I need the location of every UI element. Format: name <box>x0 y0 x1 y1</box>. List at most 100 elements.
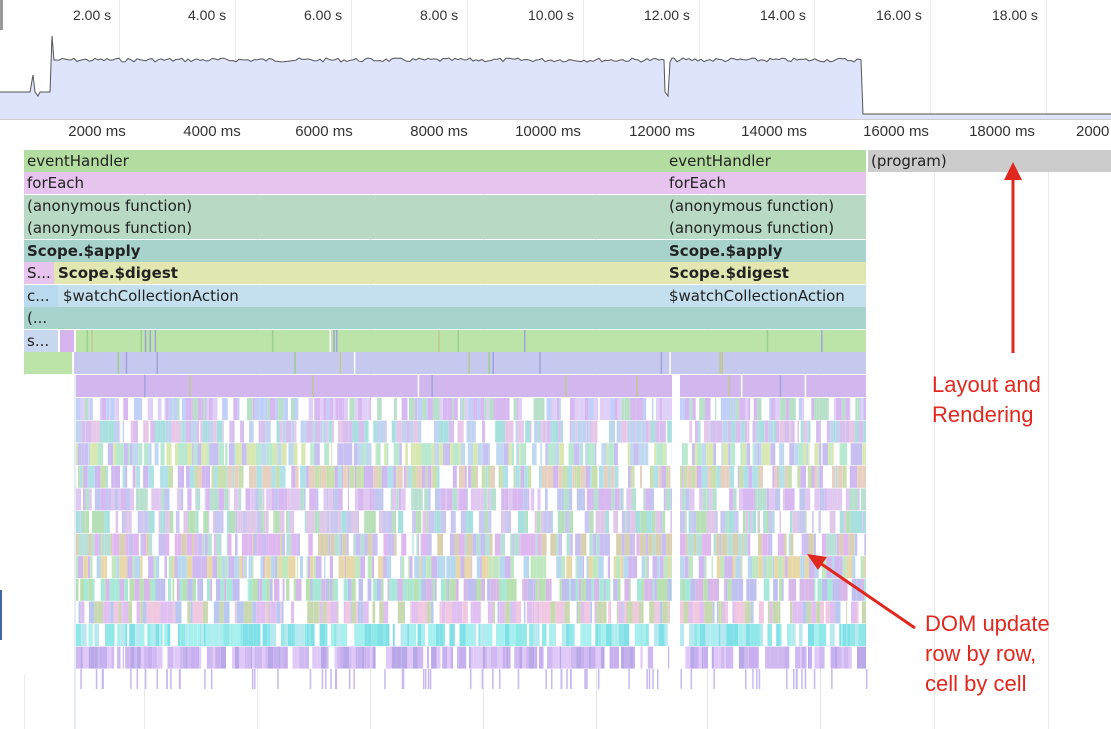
dom-update-bar[interactable] <box>325 556 330 579</box>
dom-update-bar[interactable] <box>317 511 319 533</box>
dom-update-bar[interactable] <box>340 533 343 556</box>
dom-update-bar[interactable] <box>170 669 172 689</box>
dom-update-bar[interactable] <box>191 398 193 420</box>
dom-update-bar[interactable] <box>299 556 304 579</box>
dom-update-bar[interactable] <box>695 578 699 601</box>
dom-update-bar[interactable] <box>467 511 474 533</box>
dom-update-bar[interactable] <box>384 443 387 466</box>
dom-update-bar[interactable] <box>283 398 288 420</box>
frame-watch-collection-action[interactable]: $watchCollectionAction <box>669 287 845 305</box>
dom-update-bar[interactable] <box>136 488 140 511</box>
dom-update-bar[interactable] <box>601 488 606 511</box>
dom-update-bar[interactable] <box>216 646 221 669</box>
dom-update-bar[interactable] <box>212 398 215 420</box>
dom-update-bar[interactable] <box>160 601 164 624</box>
dom-update-bar[interactable] <box>687 601 689 624</box>
dom-update-bar[interactable] <box>704 601 707 624</box>
dom-update-bar[interactable] <box>840 443 843 466</box>
dom-update-bar[interactable] <box>464 533 467 556</box>
dom-update-bar[interactable] <box>163 601 168 624</box>
dom-update-bar[interactable] <box>846 601 848 624</box>
dom-update-bar[interactable] <box>826 533 832 556</box>
dom-update-bar[interactable] <box>619 488 621 511</box>
dom-update-bar[interactable] <box>544 398 547 420</box>
dom-update-bar[interactable] <box>361 465 364 488</box>
dom-update-bar[interactable] <box>386 443 389 466</box>
dom-update-bar[interactable] <box>349 465 355 488</box>
dom-update-bar[interactable] <box>227 556 229 579</box>
dom-update-bar[interactable] <box>508 488 513 511</box>
dom-update-bar[interactable] <box>391 420 396 443</box>
dom-update-bar[interactable] <box>228 488 230 511</box>
dom-update-bar[interactable] <box>845 420 849 443</box>
dom-update-bar[interactable] <box>100 488 106 511</box>
dom-update-bar[interactable] <box>367 398 370 420</box>
dom-update-bar[interactable] <box>139 398 143 420</box>
dom-update-bar[interactable] <box>360 556 366 579</box>
dom-update-bar[interactable] <box>559 646 562 669</box>
dom-update-bar[interactable] <box>718 624 721 646</box>
dom-update-bar[interactable] <box>742 420 745 443</box>
dom-update-bar[interactable] <box>566 624 570 646</box>
dom-update-bar[interactable] <box>482 646 486 669</box>
dom-update-bar[interactable] <box>293 443 298 466</box>
dom-update-bar[interactable] <box>448 420 455 443</box>
dom-update-bar[interactable] <box>633 624 635 646</box>
dom-update-bar[interactable] <box>591 578 594 601</box>
dom-update-bar[interactable] <box>743 533 748 556</box>
dom-update-bar[interactable] <box>278 556 282 579</box>
dom-update-bar[interactable] <box>600 511 606 533</box>
dom-update-bar[interactable] <box>765 624 768 646</box>
dom-update-bar[interactable] <box>778 465 781 488</box>
dom-update-bar[interactable] <box>76 420 82 443</box>
dom-update-bar[interactable] <box>855 533 858 556</box>
dom-update-bar[interactable] <box>119 533 126 556</box>
dom-update-bar[interactable] <box>100 533 102 556</box>
dom-update-bar[interactable] <box>617 624 620 646</box>
dom-update-bar[interactable] <box>458 646 461 669</box>
dom-update-bar[interactable] <box>506 578 510 601</box>
dom-update-bar[interactable] <box>859 488 861 511</box>
dom-update-bar[interactable] <box>597 420 604 443</box>
dom-update-bar[interactable] <box>230 624 232 646</box>
dom-update-bar[interactable] <box>220 646 227 669</box>
dom-update-bar[interactable] <box>503 443 509 466</box>
dom-update-bar[interactable] <box>508 465 510 488</box>
dom-update-bar[interactable] <box>728 624 734 646</box>
dom-update-bar[interactable] <box>299 601 303 624</box>
dom-update-bar[interactable] <box>192 443 194 466</box>
dom-update-bar[interactable] <box>231 420 235 443</box>
frame-event-handler[interactable]: eventHandler <box>27 152 129 170</box>
dom-update-bar[interactable] <box>557 488 559 511</box>
dom-update-bar[interactable] <box>467 601 471 624</box>
dom-update-bar[interactable] <box>806 465 808 488</box>
dom-update-bar[interactable] <box>221 533 227 556</box>
dom-update-bar[interactable] <box>119 420 121 443</box>
dom-update-bar[interactable] <box>448 465 453 488</box>
dom-update-bar[interactable] <box>495 420 500 443</box>
dom-update-bar[interactable] <box>234 443 236 466</box>
frame-for-each[interactable]: forEach <box>27 174 85 192</box>
dom-update-bar[interactable] <box>211 533 214 556</box>
dom-update-bar[interactable] <box>363 488 370 511</box>
dom-update-bar[interactable] <box>487 578 491 601</box>
dom-update-bar[interactable] <box>300 511 305 533</box>
dom-update-bar[interactable] <box>171 420 176 443</box>
dom-update-bar[interactable] <box>490 443 493 466</box>
dom-update-bar[interactable] <box>461 624 466 646</box>
dom-update-bar[interactable] <box>666 443 672 466</box>
dom-update-bar[interactable] <box>159 488 162 511</box>
dom-update-bar[interactable] <box>665 420 668 443</box>
dom-update-bar[interactable] <box>560 420 564 443</box>
dom-update-bar[interactable] <box>244 556 247 579</box>
dom-update-bar[interactable] <box>415 601 418 624</box>
dom-update-bar[interactable] <box>306 556 308 579</box>
dom-update-bar[interactable] <box>300 465 305 488</box>
dom-update-bar[interactable] <box>264 488 267 511</box>
dom-update-bar[interactable] <box>837 465 843 488</box>
dom-update-bar[interactable] <box>80 578 84 601</box>
dom-update-bar[interactable] <box>580 601 585 624</box>
dom-update-bar[interactable] <box>333 556 339 579</box>
dom-update-bar[interactable] <box>309 601 314 624</box>
dom-update-bar[interactable] <box>393 465 397 488</box>
